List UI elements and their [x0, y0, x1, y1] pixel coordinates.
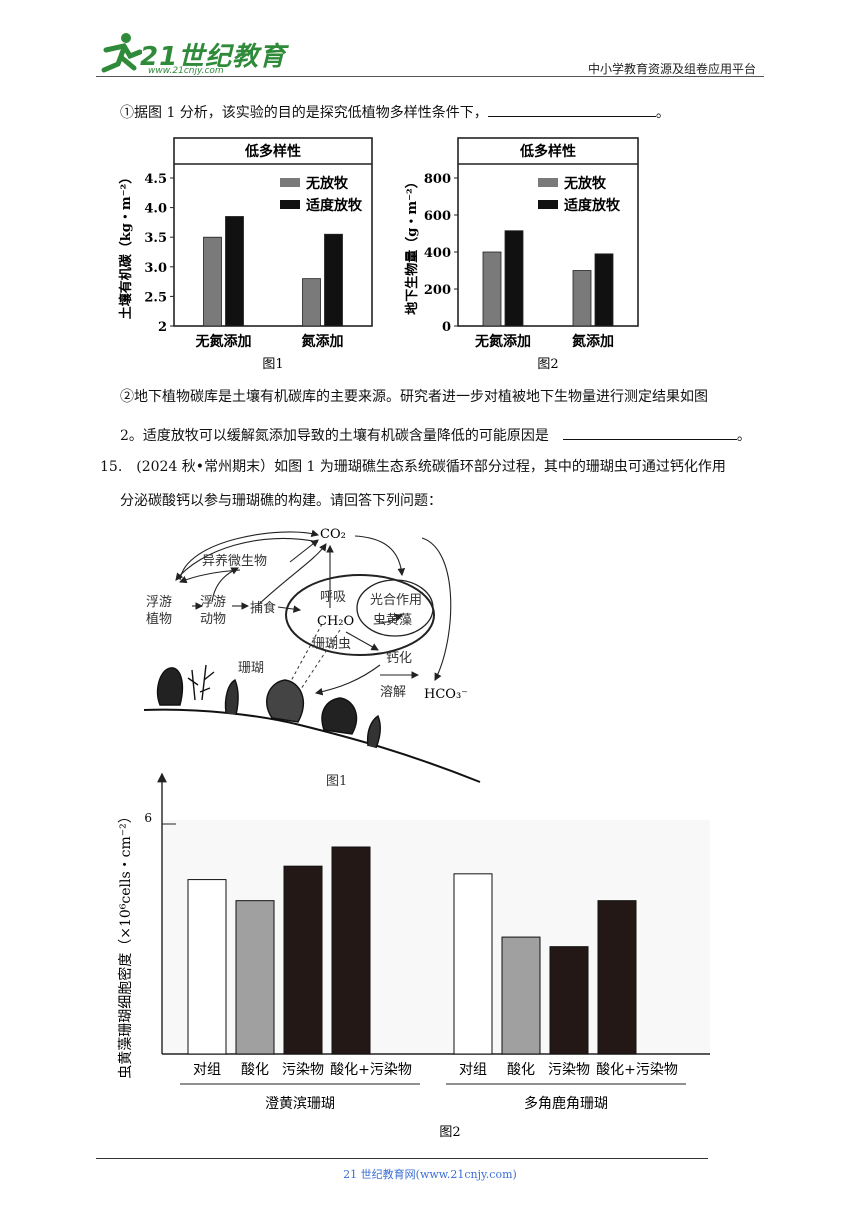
diagram-hco3: HCO₃⁻: [424, 687, 468, 702]
chart2-bar: [594, 253, 614, 327]
chart3-xtick-label: 酸化+污染物: [330, 1062, 412, 1078]
header-platform-text: 中小学教育资源及组卷应用平台: [587, 62, 756, 76]
diagram-predation: 捕食: [250, 600, 276, 616]
chart1-title: 低多样性: [244, 143, 301, 160]
diagram-coral-polyp: 珊瑚虫: [312, 637, 351, 652]
chart3-group-label: 澄黄滨珊瑚: [265, 1095, 335, 1112]
chart3-bar: [501, 936, 541, 1055]
diagram-coral: 珊瑚: [238, 661, 264, 676]
chart3-xtick-label: 酸化: [241, 1062, 269, 1078]
runner-logo-icon: [101, 33, 142, 73]
chart2-ytick-label: 400: [424, 246, 451, 261]
logo-text: 21世纪教育: [140, 42, 287, 72]
diagram-photosynthesis: 光合作用: [370, 593, 422, 608]
chart2-ylabel: 地下生物量（g・m⁻²）: [404, 175, 420, 314]
chart-belowground-biomass: 低多样性 0 200 400 600 800 地下生物量（g・m⁻²） 无氮添加 氮添加 无放牧适…: [404, 137, 639, 372]
footer-text: 21 世纪教育网(www.21cnjy.com): [343, 1168, 517, 1181]
answer-blank-1[interactable]: [487, 104, 656, 117]
q14-part1: ①据图 1 分析，该实验的目的是探究低植物多样性条件下，。: [120, 104, 670, 121]
chart2-bar: [482, 251, 502, 327]
diagram-respiration: 呼吸: [320, 590, 346, 605]
chart3-bar: [187, 879, 227, 1055]
logo-url: www.21cnjy.com: [148, 66, 224, 76]
chart2-ytick-label: 800: [424, 172, 451, 187]
chart3-bar: [283, 865, 323, 1055]
chart2-title: 低多样性: [519, 143, 576, 160]
chart-soil-organic-carbon: 低多样性 2 2.5 3.0 3.5 4.0 4.5 土壤有机碳（kg・m⁻²） 无氮添加 氮添加…: [118, 137, 373, 372]
header-divider: [96, 76, 764, 77]
chart1-xtick-label: 无氮添加: [195, 333, 252, 350]
chart2-bar: [504, 230, 524, 327]
q15-line2: 分泌碳酸钙以参与珊瑚礁的构建。请回答下列问题：: [120, 493, 442, 509]
chart1-legend-swatch: [280, 200, 300, 209]
chart1-bar: [302, 278, 321, 327]
chart1-xtick-label: 氮添加: [301, 333, 344, 350]
diagram-arrows: [175, 529, 452, 696]
chart3-bar: [549, 946, 589, 1055]
chart2-xtick-label: 无氮添加: [474, 333, 531, 350]
diagram-dissolution: 溶解: [380, 685, 406, 700]
chart2-bar: [572, 270, 592, 327]
chart3-ytick-label: 6: [144, 811, 152, 825]
diagram-ch2o: CH₂O: [317, 614, 354, 629]
chart3-xtick-label: 酸化+污染物: [596, 1062, 678, 1078]
chart1-ytick-label: 4.0: [144, 202, 167, 217]
q15-line1: 15. (2024 秋•常州期末）如图 1 为珊瑚礁生态系统碳循环部分过程，其中…: [100, 459, 726, 475]
diagram-phytoplankton-2: 植物: [146, 612, 172, 627]
chart3-xtick-label: 污染物: [548, 1062, 590, 1078]
chart1-ytick-label: 2.5: [144, 290, 167, 305]
chart2-legend-label: 无放牧: [563, 175, 607, 192]
chart1-legend-label: 适度放牧: [306, 197, 363, 214]
chart2-ytick-label: 0: [442, 320, 451, 335]
chart3-xtick-label: 对组: [459, 1062, 487, 1078]
chart3-group-label: 多角鹿角珊瑚: [524, 1095, 608, 1112]
chart1-ytick-label: 3.5: [144, 231, 167, 246]
footer-divider: [96, 1158, 708, 1159]
carbon-cycle-diagram: CO₂ 异养微生物 浮游 植物 浮游 动物 捕食 呼吸 光合作用 虫黄藻 CH₂…: [143, 527, 481, 789]
diagram-zooplankton-2: 动物: [200, 612, 226, 627]
chart3-xtick-label: 酸化: [507, 1062, 535, 1078]
chart1-legend-swatch: [280, 178, 300, 187]
chart3-bar: [597, 900, 637, 1055]
chart2-ytick-label: 200: [424, 283, 451, 298]
chart3-xtick-label: 污染物: [282, 1062, 324, 1078]
q14-part1-text: ①据图 1 分析，该实验的目的是探究低植物多样性条件下，: [120, 105, 488, 121]
diagram-phytoplankton-1: 浮游: [146, 595, 172, 610]
coral-illustrations: [156, 664, 381, 749]
answer-blank-2[interactable]: [562, 427, 737, 440]
seabed-line: [143, 708, 481, 783]
q14-part2-line2: 2。适度放牧可以缓解氮添加导致的土壤有机碳含量降低的可能原因是 。: [120, 427, 751, 444]
chart3-ylabel: 虫黄藻珊瑚细胞密度（×10⁶cells・cm⁻²）: [117, 809, 134, 1079]
chart1-ylabel: 土壤有机碳（kg・m⁻²）: [118, 171, 134, 319]
chart1-bar: [203, 236, 222, 327]
chart2-caption: 图2: [537, 357, 558, 372]
diagram-calcification: 钙化: [386, 651, 412, 666]
chart2-legend-label: 适度放牧: [564, 197, 621, 214]
chart1-bar: [324, 233, 343, 327]
chart1-ytick-label: 2: [158, 320, 167, 335]
chart3-bar: [453, 873, 493, 1055]
chart2-legend-swatch: [538, 178, 558, 187]
diagram-caption: 图1: [326, 774, 347, 789]
diagram-zooplankton-1: 浮游: [200, 595, 226, 610]
chart3-caption: 图2: [439, 1125, 460, 1140]
q14-part2-line1: ②地下植物碳库是土壤有机碳库的主要来源。研究者进一步对植被地下生物量进行测定结果…: [120, 389, 708, 405]
chart2-legend-swatch: [538, 200, 558, 209]
chart1-ytick-label: 3.0: [144, 261, 167, 276]
diagram-heterotroph: 异养微生物: [202, 553, 267, 569]
chart1-ytick-label: 4.5: [144, 172, 167, 187]
chart1-legend-label: 无放牧: [305, 175, 349, 192]
chart1-caption: 图1: [262, 357, 283, 372]
chart3-bar: [235, 900, 275, 1055]
diagram-zooxanthellae: 虫黄藻: [373, 613, 412, 628]
diagram-co2: CO₂: [320, 527, 346, 542]
chart2-ytick-label: 600: [424, 209, 451, 224]
chart3-xtick-label: 对组: [193, 1062, 221, 1078]
chart1-bar: [225, 216, 244, 327]
chart2-xtick-label: 氮添加: [571, 333, 614, 350]
chart3-bar: [331, 846, 371, 1055]
